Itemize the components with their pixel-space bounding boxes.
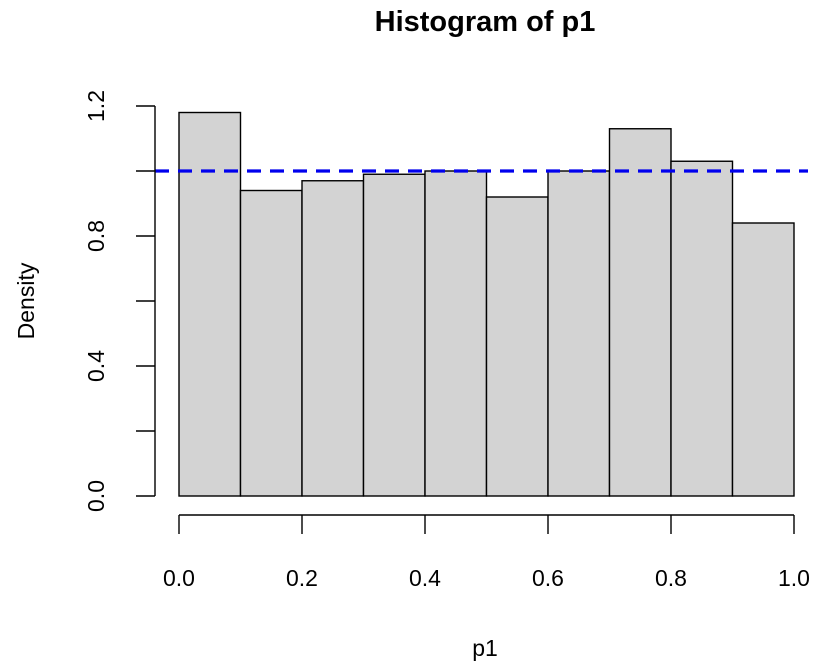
histogram-bar-9 bbox=[731, 222, 795, 497]
histogram-bar-6 bbox=[547, 170, 611, 497]
y-tick-label-6: 1.2 bbox=[83, 90, 109, 122]
x-tick-label-3: 0.6 bbox=[532, 565, 564, 591]
histogram-bar-8 bbox=[670, 160, 734, 497]
histogram-bar-2 bbox=[301, 180, 365, 497]
histogram-bar-7 bbox=[608, 128, 672, 497]
x-tick-label-5: 1.0 bbox=[778, 565, 810, 591]
y-axis-label: Density bbox=[13, 262, 39, 339]
histogram-bars bbox=[178, 111, 795, 497]
histogram-bar-1 bbox=[239, 189, 303, 497]
x-axis: 0.0 0.2 0.4 0.6 0.8 1.0 bbox=[163, 514, 810, 591]
x-tick-label-4: 0.8 bbox=[655, 565, 687, 591]
x-tick-label-2: 0.4 bbox=[409, 565, 441, 591]
x-axis-label: p1 bbox=[472, 635, 498, 661]
histogram-bar-3 bbox=[362, 173, 426, 497]
histogram-bar-0 bbox=[178, 111, 242, 497]
y-axis: 0.0 0.4 0.8 1.2 bbox=[83, 90, 156, 512]
x-tick-label-0: 0.0 bbox=[163, 565, 195, 591]
y-tick-label-2: 0.4 bbox=[83, 350, 109, 382]
y-tick-label-0: 0.0 bbox=[83, 480, 109, 512]
y-tick-label-4: 0.8 bbox=[83, 220, 109, 252]
chart-title: Histogram of p1 bbox=[375, 6, 596, 38]
histogram-bar-5 bbox=[485, 196, 549, 497]
x-tick-label-1: 0.2 bbox=[286, 565, 318, 591]
histogram-bar-4 bbox=[424, 170, 488, 497]
